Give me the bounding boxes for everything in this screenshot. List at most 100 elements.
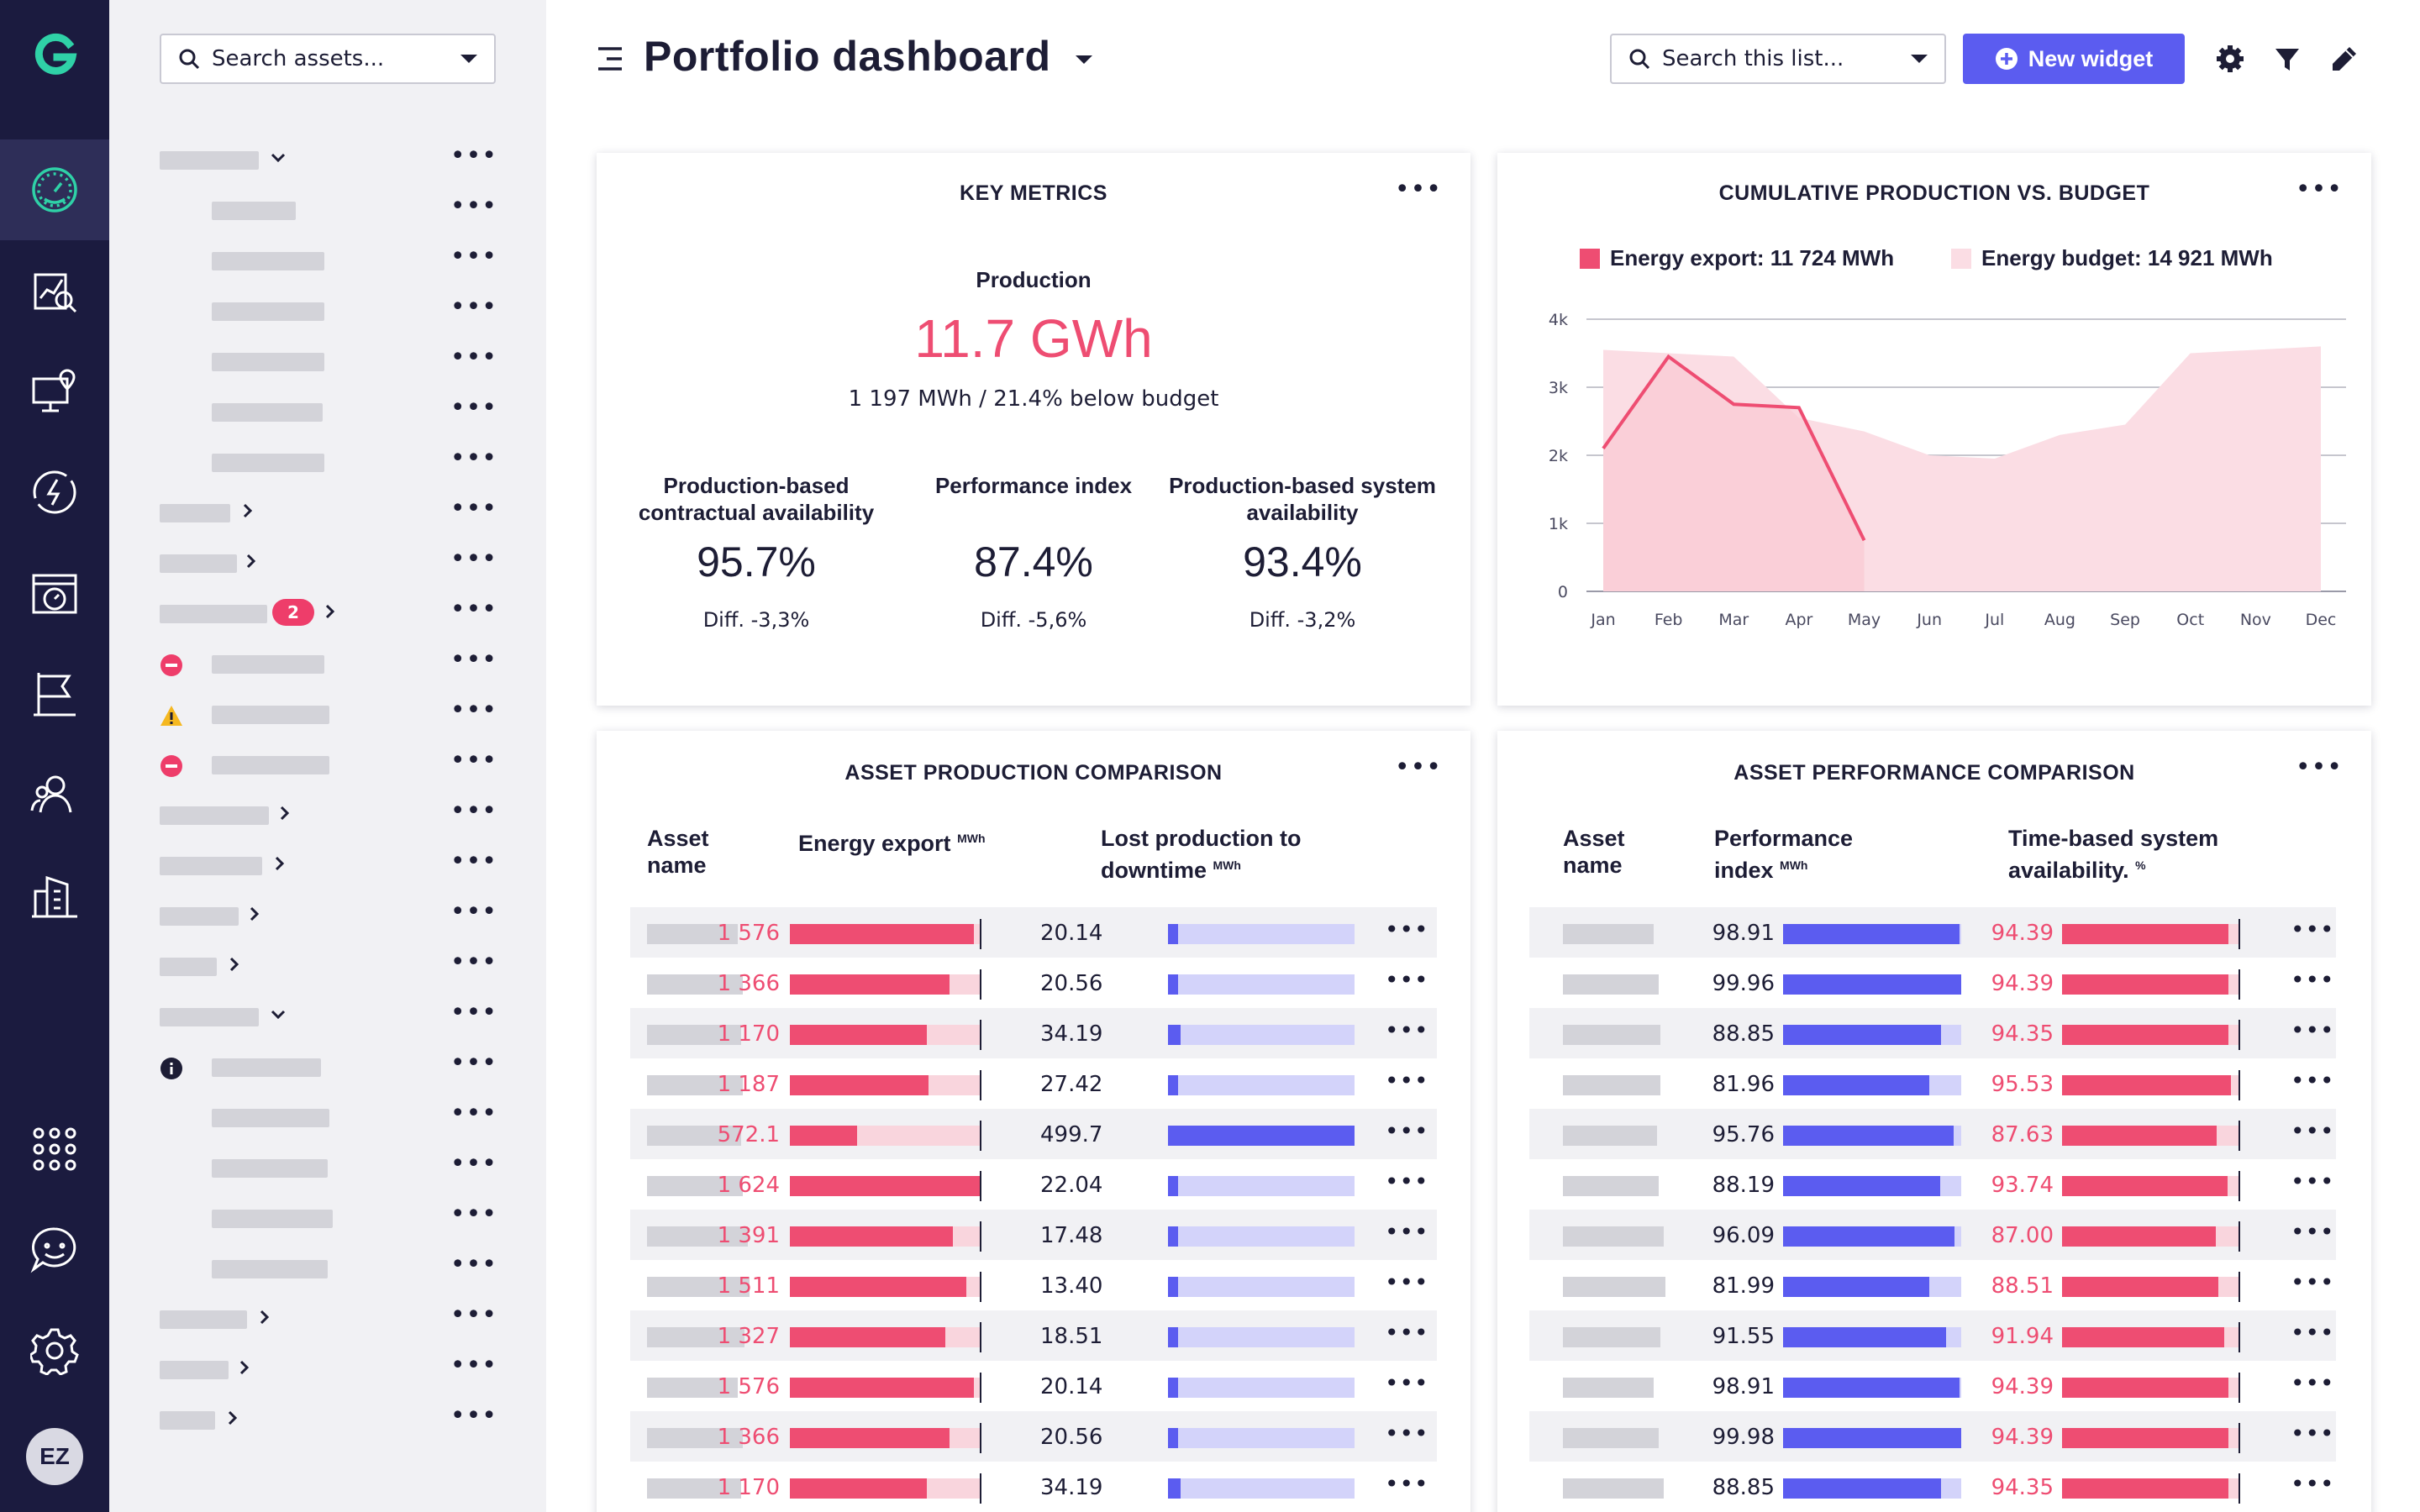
tree-item-more-button[interactable]: ••• bbox=[450, 1300, 497, 1330]
row-more-button[interactable]: ••• bbox=[1385, 1218, 1429, 1246]
tree-item[interactable]: ••• bbox=[109, 838, 546, 889]
chevron-right-icon[interactable] bbox=[237, 500, 259, 522]
tree-item[interactable]: ••• bbox=[109, 133, 546, 183]
chevron-right-icon[interactable] bbox=[274, 802, 296, 824]
nav-dashboard[interactable] bbox=[0, 139, 109, 240]
row-more-button[interactable]: ••• bbox=[1385, 1319, 1429, 1347]
row-more-button[interactable]: ••• bbox=[1385, 1168, 1429, 1195]
col-performance-index[interactable]: Performance index MWh bbox=[1714, 826, 1854, 883]
table-row[interactable]: 88.19 93.74 ••• bbox=[1529, 1159, 2336, 1210]
search-assets-input[interactable]: Search assets... bbox=[160, 34, 496, 84]
tree-item-more-button[interactable]: ••• bbox=[450, 1250, 497, 1279]
chevron-right-icon[interactable] bbox=[234, 1357, 255, 1378]
table-row[interactable]: 81.96 95.53 ••• bbox=[1529, 1058, 2336, 1109]
nav-buildings[interactable] bbox=[0, 845, 109, 946]
col-lost-production[interactable]: Lost production to downtime MWh bbox=[1101, 826, 1302, 883]
nav-energy[interactable] bbox=[0, 442, 109, 543]
table-row[interactable]: 99.98 94.39 ••• bbox=[1529, 1411, 2336, 1462]
tree-item[interactable]: ••• bbox=[109, 788, 546, 838]
nav-analytics[interactable] bbox=[0, 240, 109, 341]
nav-monitor-location[interactable] bbox=[0, 341, 109, 442]
table-row[interactable]: 1 366 20.56 ••• bbox=[630, 958, 1437, 1008]
table-row[interactable]: 98.91 94.39 ••• bbox=[1529, 1361, 2336, 1411]
tree-item-more-button[interactable]: ••• bbox=[450, 796, 497, 826]
col-asset-name[interactable]: Asset name bbox=[647, 826, 709, 878]
row-more-button[interactable]: ••• bbox=[1385, 916, 1429, 943]
new-widget-button[interactable]: New widget bbox=[1963, 34, 2185, 84]
chevron-right-icon[interactable] bbox=[254, 1306, 276, 1328]
table-row[interactable]: 572.1 499.7 ••• bbox=[630, 1109, 1437, 1159]
table-row[interactable]: 1 624 22.04 ••• bbox=[630, 1159, 1437, 1210]
nav-users[interactable] bbox=[0, 744, 109, 845]
tree-item-more-button[interactable]: ••• bbox=[450, 444, 497, 473]
table-row[interactable]: 1 187 27.42 ••• bbox=[630, 1058, 1437, 1109]
nav-apps[interactable] bbox=[0, 1099, 109, 1200]
chevron-right-icon[interactable] bbox=[269, 853, 291, 874]
tree-item-more-button[interactable]: ••• bbox=[450, 1048, 497, 1078]
table-row[interactable]: 1 576 20.14 ••• bbox=[630, 1361, 1437, 1411]
nav-settings[interactable] bbox=[0, 1300, 109, 1401]
production-table-more-button[interactable]: ••• bbox=[1394, 753, 1442, 782]
user-avatar[interactable]: EZ bbox=[26, 1428, 83, 1485]
search-list-input[interactable]: Search this list... bbox=[1610, 34, 1946, 84]
tree-item-more-button[interactable]: ••• bbox=[450, 1149, 497, 1179]
key-metrics-more-button[interactable]: ••• bbox=[1394, 175, 1442, 204]
tree-item-more-button[interactable]: ••• bbox=[450, 292, 497, 322]
tree-item-more-button[interactable]: ••• bbox=[450, 897, 497, 927]
table-row[interactable]: 1 511 13.40 ••• bbox=[630, 1260, 1437, 1310]
title-dropdown-icon[interactable] bbox=[1072, 49, 1096, 72]
tree-item-more-button[interactable]: ••• bbox=[450, 847, 497, 876]
table-row[interactable]: 1 170 34.19 ••• bbox=[630, 1462, 1437, 1512]
table-row[interactable]: 81.99 88.51 ••• bbox=[1529, 1260, 2336, 1310]
tree-item[interactable]: ••• bbox=[109, 939, 546, 990]
table-row[interactable]: 1 327 18.51 ••• bbox=[630, 1310, 1437, 1361]
tree-item[interactable]: ••• bbox=[109, 1191, 546, 1242]
menu-icon[interactable] bbox=[597, 44, 627, 74]
row-more-button[interactable]: ••• bbox=[2291, 1420, 2335, 1447]
tree-item[interactable]: ••• bbox=[109, 385, 546, 435]
tree-item[interactable]: ••• bbox=[109, 1342, 546, 1393]
nav-flag[interactable] bbox=[0, 643, 109, 744]
tree-item[interactable]: ••• bbox=[109, 889, 546, 939]
tree-item[interactable]: ••• bbox=[109, 1090, 546, 1141]
app-logo[interactable] bbox=[32, 32, 79, 79]
tree-item[interactable]: ••• bbox=[109, 738, 546, 788]
table-row[interactable]: 1 170 34.19 ••• bbox=[630, 1008, 1437, 1058]
table-row[interactable]: 1 576 20.14 ••• bbox=[630, 907, 1437, 958]
tree-item-more-button[interactable]: ••• bbox=[450, 948, 497, 977]
table-row[interactable]: 95.76 87.63 ••• bbox=[1529, 1109, 2336, 1159]
tree-item-more-button[interactable]: ••• bbox=[450, 544, 497, 574]
tree-item[interactable]: ••• bbox=[109, 687, 546, 738]
col-asset-name[interactable]: Asset name bbox=[1563, 826, 1625, 878]
table-row[interactable]: 1 366 20.56 ••• bbox=[630, 1411, 1437, 1462]
table-row[interactable]: 91.55 91.94 ••• bbox=[1529, 1310, 2336, 1361]
row-more-button[interactable]: ••• bbox=[1385, 1016, 1429, 1044]
tree-item[interactable]: ••• bbox=[109, 1040, 546, 1090]
tree-item[interactable]: ••• bbox=[109, 183, 546, 234]
tree-item-more-button[interactable]: ••• bbox=[450, 343, 497, 372]
row-more-button[interactable]: ••• bbox=[2291, 966, 2335, 994]
row-more-button[interactable]: ••• bbox=[2291, 1218, 2335, 1246]
tree-item-more-button[interactable]: ••• bbox=[450, 494, 497, 523]
table-row[interactable]: 1 391 17.48 ••• bbox=[630, 1210, 1437, 1260]
tree-item[interactable]: ••• bbox=[109, 1292, 546, 1342]
table-row[interactable]: 99.96 94.39 ••• bbox=[1529, 958, 2336, 1008]
table-row[interactable]: 88.85 94.35 ••• bbox=[1529, 1462, 2336, 1512]
chart-more-button[interactable]: ••• bbox=[2295, 175, 2343, 204]
tree-item[interactable]: ••• bbox=[109, 334, 546, 385]
chevron-down-icon[interactable] bbox=[267, 1004, 289, 1026]
tree-item[interactable]: ••• bbox=[109, 536, 546, 586]
nav-chat[interactable] bbox=[0, 1200, 109, 1300]
chevron-right-icon[interactable] bbox=[224, 953, 245, 975]
tree-item-more-button[interactable]: ••• bbox=[450, 141, 497, 171]
col-energy-export[interactable]: Energy export MWh bbox=[798, 831, 986, 856]
tree-item[interactable]: ••• bbox=[109, 435, 546, 486]
gear-icon[interactable] bbox=[2213, 42, 2247, 76]
table-row[interactable]: 88.85 94.35 ••• bbox=[1529, 1008, 2336, 1058]
tree-item-more-button[interactable]: ••• bbox=[450, 998, 497, 1027]
row-more-button[interactable]: ••• bbox=[2291, 1369, 2335, 1397]
dropdown-caret-icon[interactable] bbox=[1911, 53, 1928, 65]
dropdown-caret-icon[interactable] bbox=[460, 53, 477, 65]
col-availability[interactable]: Time-based system availability. % bbox=[2008, 826, 2219, 883]
tree-item-more-button[interactable]: ••• bbox=[450, 746, 497, 775]
